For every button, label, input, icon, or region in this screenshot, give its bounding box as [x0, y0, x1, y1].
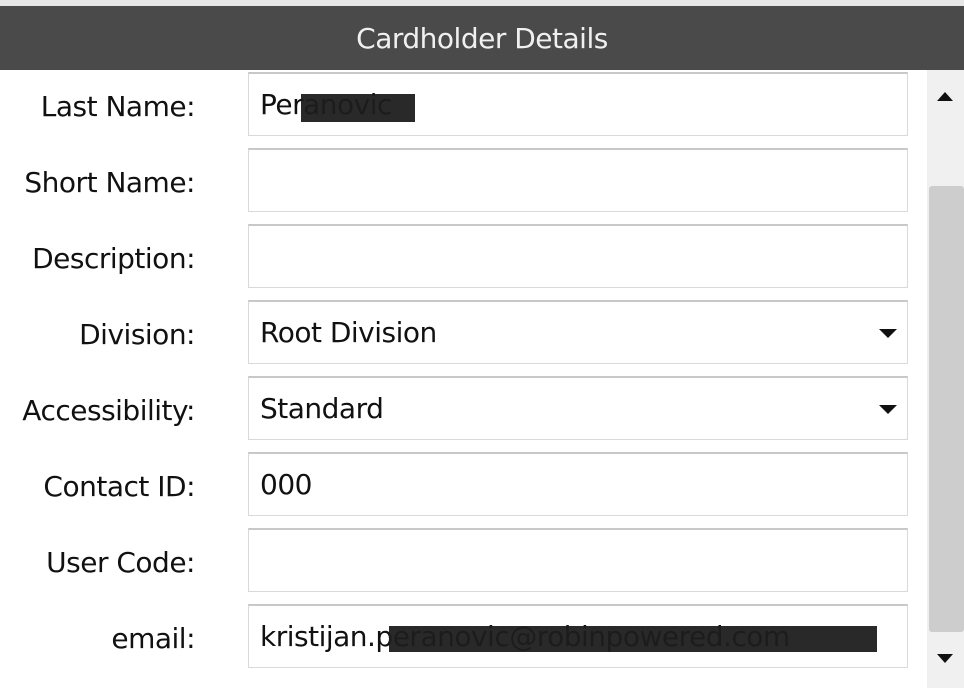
panel-title: Cardholder Details — [356, 21, 608, 55]
scrollbar-thumb[interactable] — [929, 186, 964, 632]
label-description: Description: — [32, 241, 195, 275]
row-accessibility: Accessibility: Standard — [0, 376, 927, 444]
short-name-input[interactable] — [248, 148, 908, 212]
cardholder-form: Last Name: Peranovic Short Name: Descrip… — [0, 70, 927, 688]
label-user-code: User Code: — [46, 545, 195, 579]
row-last-name: Last Name: Peranovic — [0, 72, 927, 140]
last-name-input[interactable]: Peranovic — [248, 72, 908, 136]
row-short-name: Short Name: — [0, 148, 927, 216]
contact-id-input[interactable]: 000 — [248, 452, 908, 516]
redaction-bar — [301, 94, 415, 122]
vertical-scrollbar[interactable] — [927, 70, 964, 682]
row-contact-id: Contact ID: 000 — [0, 452, 927, 520]
label-accessibility: Accessibility: — [22, 393, 195, 427]
label-division: Division: — [79, 317, 195, 351]
description-input[interactable] — [248, 224, 908, 288]
label-last-name: Last Name: — [40, 89, 196, 123]
scroll-up-icon[interactable] — [937, 92, 953, 101]
accessibility-select[interactable]: Standard — [248, 376, 908, 440]
label-email: email: — [111, 621, 195, 655]
email-input[interactable]: kristijan.peranovic@robinpowered.com — [248, 604, 908, 668]
top-strip — [0, 0, 964, 6]
user-code-input[interactable] — [248, 528, 908, 592]
label-contact-id: Contact ID: — [43, 469, 195, 503]
division-select[interactable]: Root Division — [248, 300, 908, 364]
row-division: Division: Root Division — [0, 300, 927, 368]
chevron-down-icon[interactable] — [879, 329, 897, 338]
scroll-down-icon[interactable] — [937, 654, 953, 663]
row-user-code: User Code: — [0, 528, 927, 596]
redaction-bar — [389, 626, 877, 652]
panel-header: Cardholder Details — [0, 6, 964, 70]
chevron-down-icon[interactable] — [879, 405, 897, 414]
label-short-name: Short Name: — [24, 165, 195, 199]
row-description: Description: — [0, 224, 927, 292]
row-email: email: kristijan.peranovic@robinpowered.… — [0, 604, 927, 672]
